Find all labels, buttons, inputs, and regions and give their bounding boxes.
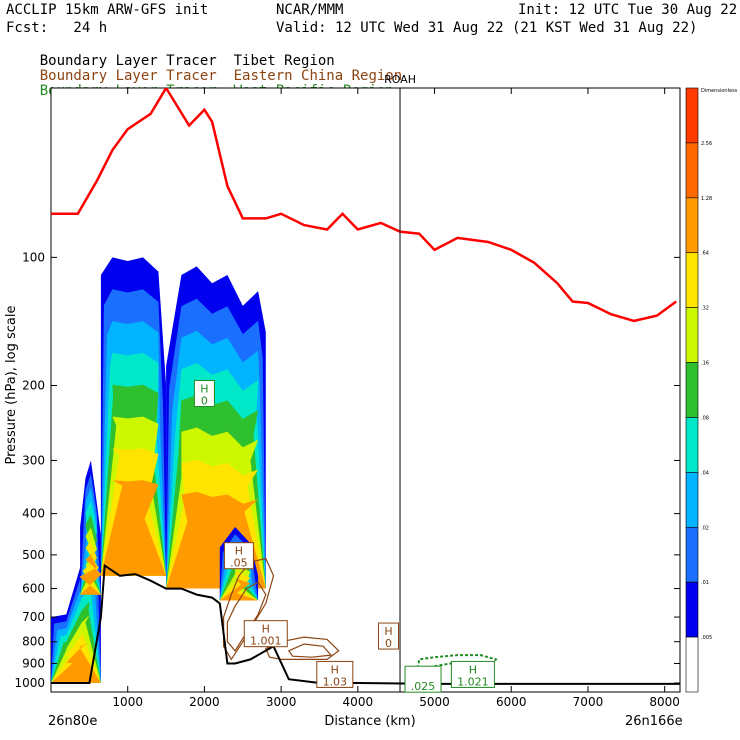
tracer-shading	[51, 257, 266, 683]
tracer-label-letter: H	[469, 663, 477, 676]
colorbar-swatch	[685, 581, 699, 638]
init-time: Init: 12 UTC Tue 30 Aug 22	[518, 2, 738, 18]
y-tick-label: 500	[22, 548, 45, 562]
tracer-label-ec-h3: H1.03	[316, 660, 354, 688]
roah-marker-label: ROAH	[384, 73, 416, 86]
tracer-label-value: .05	[230, 557, 248, 570]
x-tick-label: 8000	[649, 695, 680, 709]
colorbar-swatch	[685, 526, 699, 583]
legend-ec-region: Eastern China Region	[233, 68, 403, 84]
tracer-shade-layer	[219, 578, 259, 601]
tracer-label-value: 0	[201, 395, 208, 408]
x-tick-label: 1000	[112, 695, 143, 709]
model-title: ACCLIP 15km ARW-GFS init	[6, 2, 209, 18]
tracer-label-letter: H	[384, 625, 392, 638]
tracer-label-value: 0	[385, 637, 392, 650]
tracer-shade-layer	[219, 571, 259, 601]
y-tick-label: 200	[22, 378, 45, 392]
tracer-label-value: 1.03	[323, 675, 348, 688]
x-tick-label: 6000	[496, 695, 527, 709]
tracer-label-ec-h2: H0	[378, 622, 400, 650]
tracer-label-letter: H	[200, 383, 208, 396]
x-tick-label: 2000	[189, 695, 220, 709]
colorbar-swatch	[685, 252, 699, 308]
forecast-hour: Fcst: 24 h	[6, 20, 108, 36]
y-tick-label: 600	[22, 582, 45, 596]
colorbar-swatch	[685, 87, 699, 144]
colorbar: Dimensionless 2.56 1.28 .64 .32 .16 .08 .04 .02.…	[685, 87, 738, 693]
colorbar-label: 2.56	[701, 141, 712, 147]
colorbar-label: .64	[701, 251, 709, 257]
colorbar-label: .005	[701, 635, 712, 641]
colorbar-label: .02	[701, 525, 709, 531]
x-tick-label: 7000	[573, 695, 604, 709]
tracer-label-wp-h2: H1.021	[450, 660, 495, 688]
eastern-china-contour	[287, 643, 333, 658]
west-pacific-contour	[414, 654, 498, 684]
x-tick-label: 5000	[419, 695, 450, 709]
legend-eastern-china: Boundary Layer Tracer Eastern China Regi…	[6, 52, 402, 100]
y-tick-label: 700	[22, 610, 45, 624]
colorbar-swatch	[685, 197, 699, 254]
legend-ec-prefix: Boundary Layer Tracer	[39, 68, 217, 84]
x-tick-label: 4000	[343, 695, 374, 709]
tracer-label-letter: H	[331, 663, 339, 676]
legend-tibet-prefix: Boundary Layer Tracer	[39, 53, 217, 69]
tracer-label-value: .025	[411, 680, 436, 693]
legend-tibet-region: Tibet Region	[233, 53, 335, 69]
tracer-shade-layer	[79, 554, 102, 595]
colorbar-label: .08	[701, 415, 709, 421]
y-tick-label: 900	[22, 657, 45, 671]
end-location: 26n166e	[625, 714, 683, 729]
y-tick-label: 1000	[14, 676, 45, 690]
colorbar-label: .04	[701, 470, 709, 476]
org-label: NCAR/MMM	[276, 2, 344, 18]
terrain-line	[51, 563, 680, 685]
colorbar-swatch	[685, 636, 699, 693]
colorbar-label: 1.28	[701, 196, 712, 202]
colorbar-swatch	[685, 472, 699, 528]
tracer-label-letter: H	[262, 623, 270, 636]
tracer-label-wp-h1: .025	[404, 665, 442, 693]
y-tick-label: 100	[22, 250, 45, 264]
y-axis-label: Pressure (hPa), log scale	[4, 306, 19, 465]
valid-time: Valid: 12 UTC Wed 31 Aug 22 (21 KST Wed …	[276, 20, 698, 36]
colorbar-label: .16	[701, 361, 709, 367]
colorbar-swatch	[685, 307, 699, 363]
colorbar-swatch	[685, 142, 699, 199]
tropopause-line	[51, 88, 677, 323]
tracer-label-value: 1.001	[250, 635, 282, 648]
tracer-label-value: 1.021	[457, 675, 489, 688]
eastern-china-contour	[223, 557, 275, 661]
tracer-label-tibet-h: H0	[193, 380, 215, 408]
eastern-china-contour	[226, 581, 267, 652]
colorbar-label: Dimensionless	[701, 88, 738, 94]
colorbar-label: .32	[701, 306, 709, 312]
x-axis-label: Distance (km)	[324, 714, 415, 729]
colorbar-swatch	[685, 362, 699, 418]
y-tick-label: 400	[22, 507, 45, 521]
tracer-label-tibet-h2: H.05	[223, 542, 254, 570]
tracer-shade-layer	[51, 642, 101, 683]
legend-tibet: Boundary Layer Tracer Tibet Region	[6, 37, 335, 85]
y-tick-label: 300	[22, 453, 45, 467]
tracer-contours	[223, 557, 498, 684]
eastern-china-contour	[265, 636, 340, 660]
tracer-shade-layer	[80, 540, 101, 595]
start-location: 26n80e	[48, 714, 97, 729]
colorbar-swatch	[685, 417, 699, 473]
tracer-shade-layer	[100, 480, 167, 576]
colorbar-label: .01	[701, 580, 709, 586]
tracer-label-letter: H	[235, 545, 243, 558]
y-tick-label: 800	[22, 635, 45, 649]
x-tick-label: 3000	[266, 695, 297, 709]
tracer-label-ec-h1: H1.001	[243, 620, 288, 648]
